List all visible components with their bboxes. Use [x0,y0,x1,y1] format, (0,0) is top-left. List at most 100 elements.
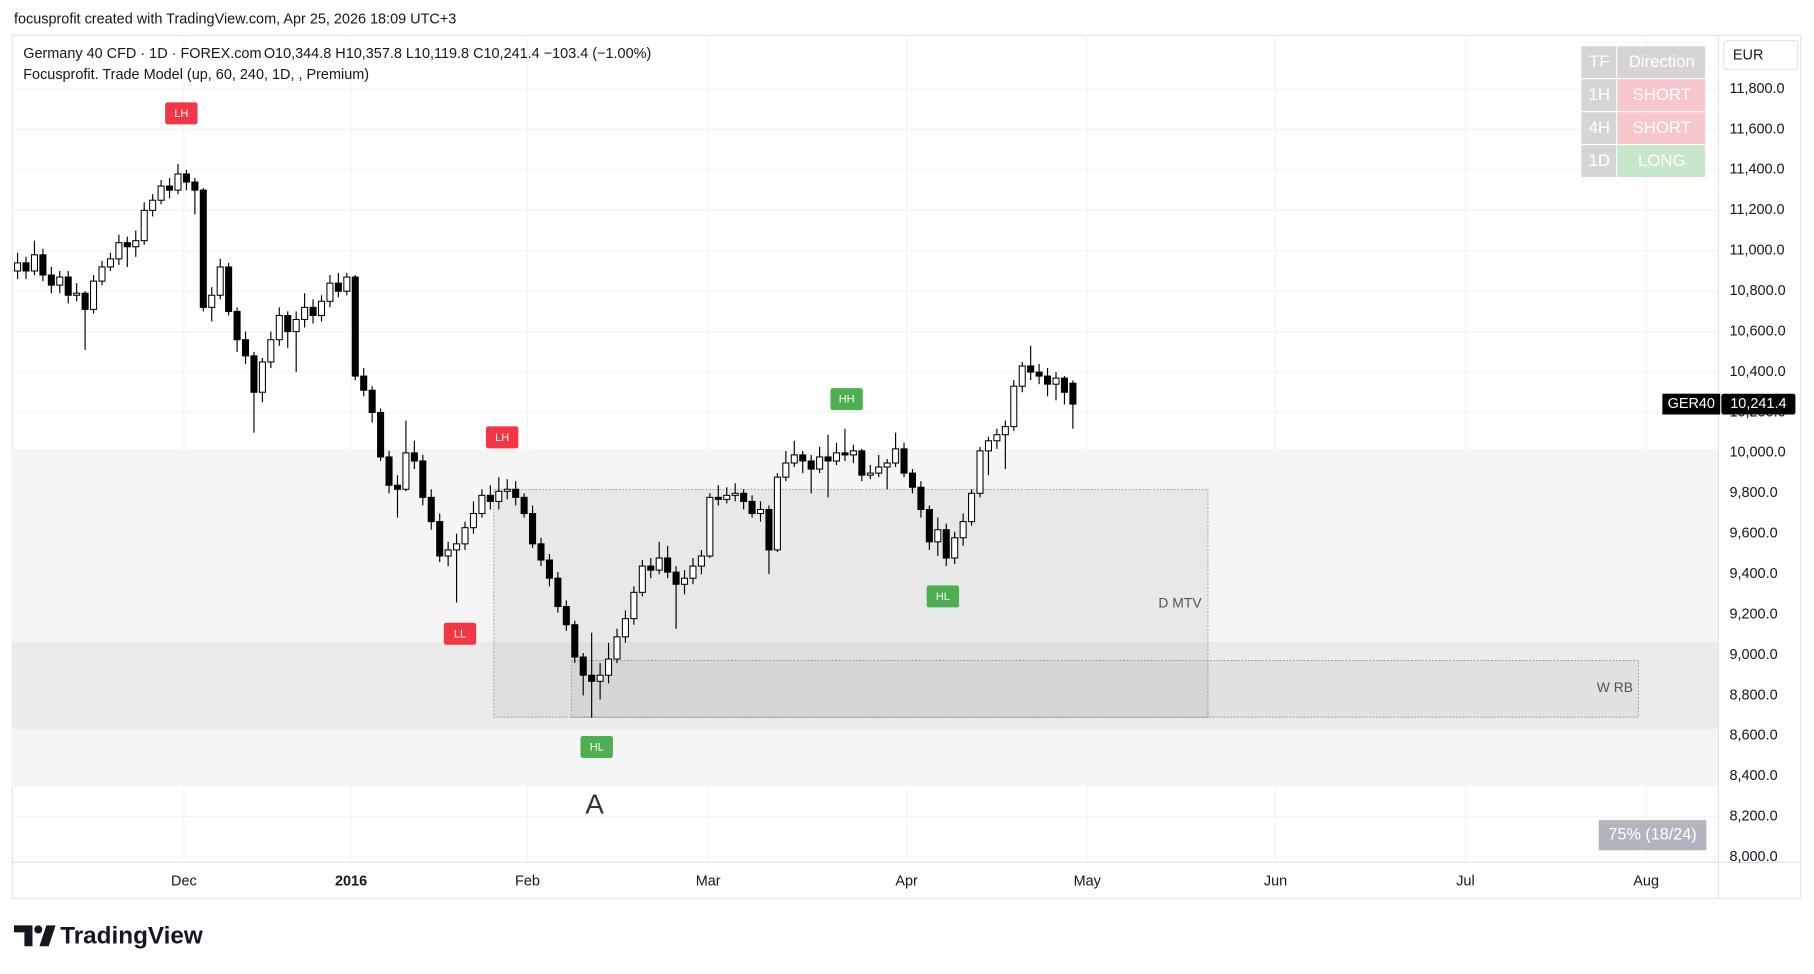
candle-body [782,462,790,478]
candle-body [579,656,587,676]
y-tick-label: 9,600.0 [1729,526,1777,542]
y-tick-label: 8,600.0 [1729,728,1777,744]
candle-body [630,591,638,620]
candle-body [959,521,967,539]
candle-body [1001,426,1009,436]
candle-body [520,496,528,515]
candle-body [292,318,300,333]
candle-body [22,262,30,272]
table-cell [1581,145,1617,177]
candle-body [233,310,241,341]
candle-body [73,292,81,296]
plot: D MTV W RB LH LH LL HL HH HL A [11,34,1718,862]
candle-body [908,472,917,488]
candle-body [934,529,942,543]
zone-label: D MTV [1158,595,1202,611]
zone [11,642,1718,729]
candle-body [301,306,309,321]
candle-body [968,492,976,523]
y-tick-label: 9,000.0 [1729,647,1777,663]
ohlc-readout: O10,344.8 H10,357.8 L10,119.8 C10,241.4 … [264,46,651,62]
y-tick-label: 8,200.0 [1729,809,1777,825]
candle-body [697,555,705,567]
candle-body [773,476,781,551]
candle-body [832,452,841,462]
candle-body [545,559,553,579]
zone [11,448,1718,787]
zone [570,660,1639,718]
candle-body [765,508,773,551]
candle-body [284,314,292,333]
candle-body [554,577,562,608]
candle-body [216,266,224,296]
candle-body [756,508,765,515]
candle-body [436,521,444,557]
candle-body [875,466,883,474]
candle-body [1060,377,1068,393]
candle-body [976,450,984,494]
pivot-label: HL [590,741,604,753]
candle-body [39,254,47,276]
credit: focusprofit created with TradingView.com… [14,11,456,27]
candle-body [275,314,283,341]
y-tick-label: 10,400.0 [1729,364,1785,380]
pivot-label: LH [495,432,509,444]
candle-body [571,624,579,658]
table-cell [1581,112,1617,145]
candle-body [596,674,604,682]
candle-body [790,454,798,464]
table-text: LONG [1638,151,1686,170]
table-text: TF [1589,52,1609,71]
table-text: SHORT [1633,85,1691,104]
currency-box[interactable] [1723,39,1799,70]
x-tick-label: Mar [696,873,721,889]
candle-body [1052,377,1060,385]
logo: TradingView [13,922,203,949]
candle-body [1069,382,1077,405]
candle-body [444,549,452,557]
table-cell [1617,46,1706,79]
candle-body [917,486,925,511]
pivot-badge [580,735,613,758]
candle-body [56,276,64,286]
candle-body [495,490,503,502]
candle-body [925,508,933,543]
candle-body [123,242,131,248]
stat-box [1598,820,1707,851]
candle-body [469,513,477,529]
x-tick-label: Dec [171,873,197,889]
price-tag [1721,393,1796,415]
candle-body [140,209,148,242]
candle-body [1018,365,1026,387]
candle-body [98,266,106,282]
pivot-label: HH [839,394,855,406]
candle-body [824,456,832,462]
marker-text: A [585,789,604,820]
candle-body [478,494,486,515]
candle-body [343,276,351,292]
candle-body [208,294,216,308]
candle-body [529,513,537,545]
candle-body [402,452,410,490]
candle-body [647,565,655,571]
y-tick-label: 10,800.0 [1729,283,1785,299]
y-tick-label: 9,800.0 [1729,485,1777,501]
candle-body [351,276,359,377]
candle-body [672,571,680,585]
y-tick-label: 11,000.0 [1729,243,1784,259]
candle-body [309,306,317,316]
candle-body [486,494,494,502]
candle-body [951,537,959,559]
candle-body [132,240,140,248]
x-tick-label: Apr [895,873,918,889]
candle-body [368,389,376,413]
candle-body [1035,371,1043,377]
y-tick-label: 8,400.0 [1729,768,1777,784]
x-tick-label: Jul [1456,873,1474,889]
candle-body [723,494,731,500]
candle-body [740,492,748,502]
currency[interactable]: EUR [1733,47,1763,63]
candle-body [106,258,114,268]
candle-body [149,199,157,211]
